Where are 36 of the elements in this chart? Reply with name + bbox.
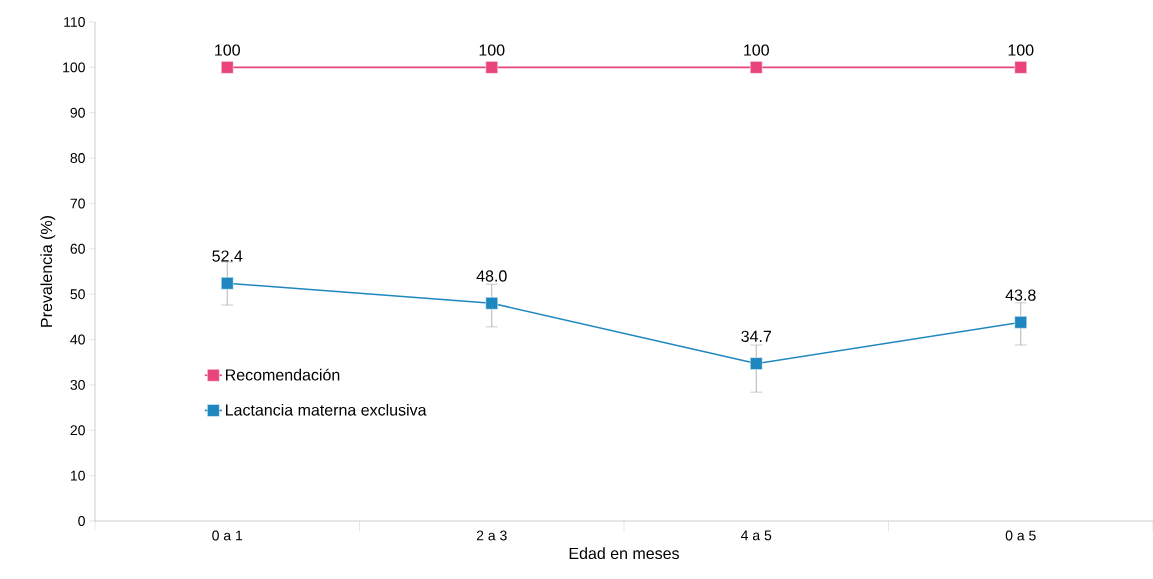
y-tick-label: 10: [70, 470, 85, 481]
data-label: 100: [479, 44, 505, 56]
data-label: 48.0: [476, 270, 507, 282]
y-tick-label: 60: [70, 243, 85, 254]
point: [485, 61, 498, 74]
data-label: 100: [744, 44, 769, 56]
y-tick-label: 0: [78, 516, 85, 526]
legend-label: Recomendación: [226, 368, 340, 381]
y-axis-title: Prevalencia (%): [40, 216, 56, 327]
point: [1014, 316, 1027, 329]
point: [750, 357, 763, 370]
point: [221, 61, 234, 74]
point: [1014, 61, 1027, 74]
point: [750, 61, 763, 74]
y-tick-label: 80: [70, 153, 85, 164]
point: [221, 277, 234, 290]
data-label: 100: [1008, 44, 1034, 56]
x-tick-label: 0 a 1: [212, 530, 243, 541]
y-tick-label: 30: [70, 379, 85, 390]
y-tick-label: 70: [70, 198, 85, 209]
y-tick-label: 50: [70, 289, 85, 300]
data-label: 34.7: [741, 330, 772, 343]
x-tick-label: 4 a 5: [740, 530, 772, 541]
x-tick-label: 0 a 5: [1005, 530, 1036, 541]
y-tick-label: 40: [70, 334, 85, 345]
data-label: 52.4: [212, 250, 243, 262]
x-tick-label: 2 a 3: [476, 530, 507, 541]
y-tick-label: 110: [64, 17, 85, 27]
legend-label: Lactancia materna exclusiva: [226, 403, 427, 416]
y-tick-label: 20: [70, 425, 85, 436]
data-label: 43.8: [1005, 289, 1036, 301]
data-label: 100: [215, 44, 240, 56]
y-tick-label: 90: [70, 107, 85, 118]
point: [485, 297, 498, 310]
x-axis-title: Edad en meses: [569, 547, 679, 560]
y-tick-label: 100: [63, 62, 85, 73]
